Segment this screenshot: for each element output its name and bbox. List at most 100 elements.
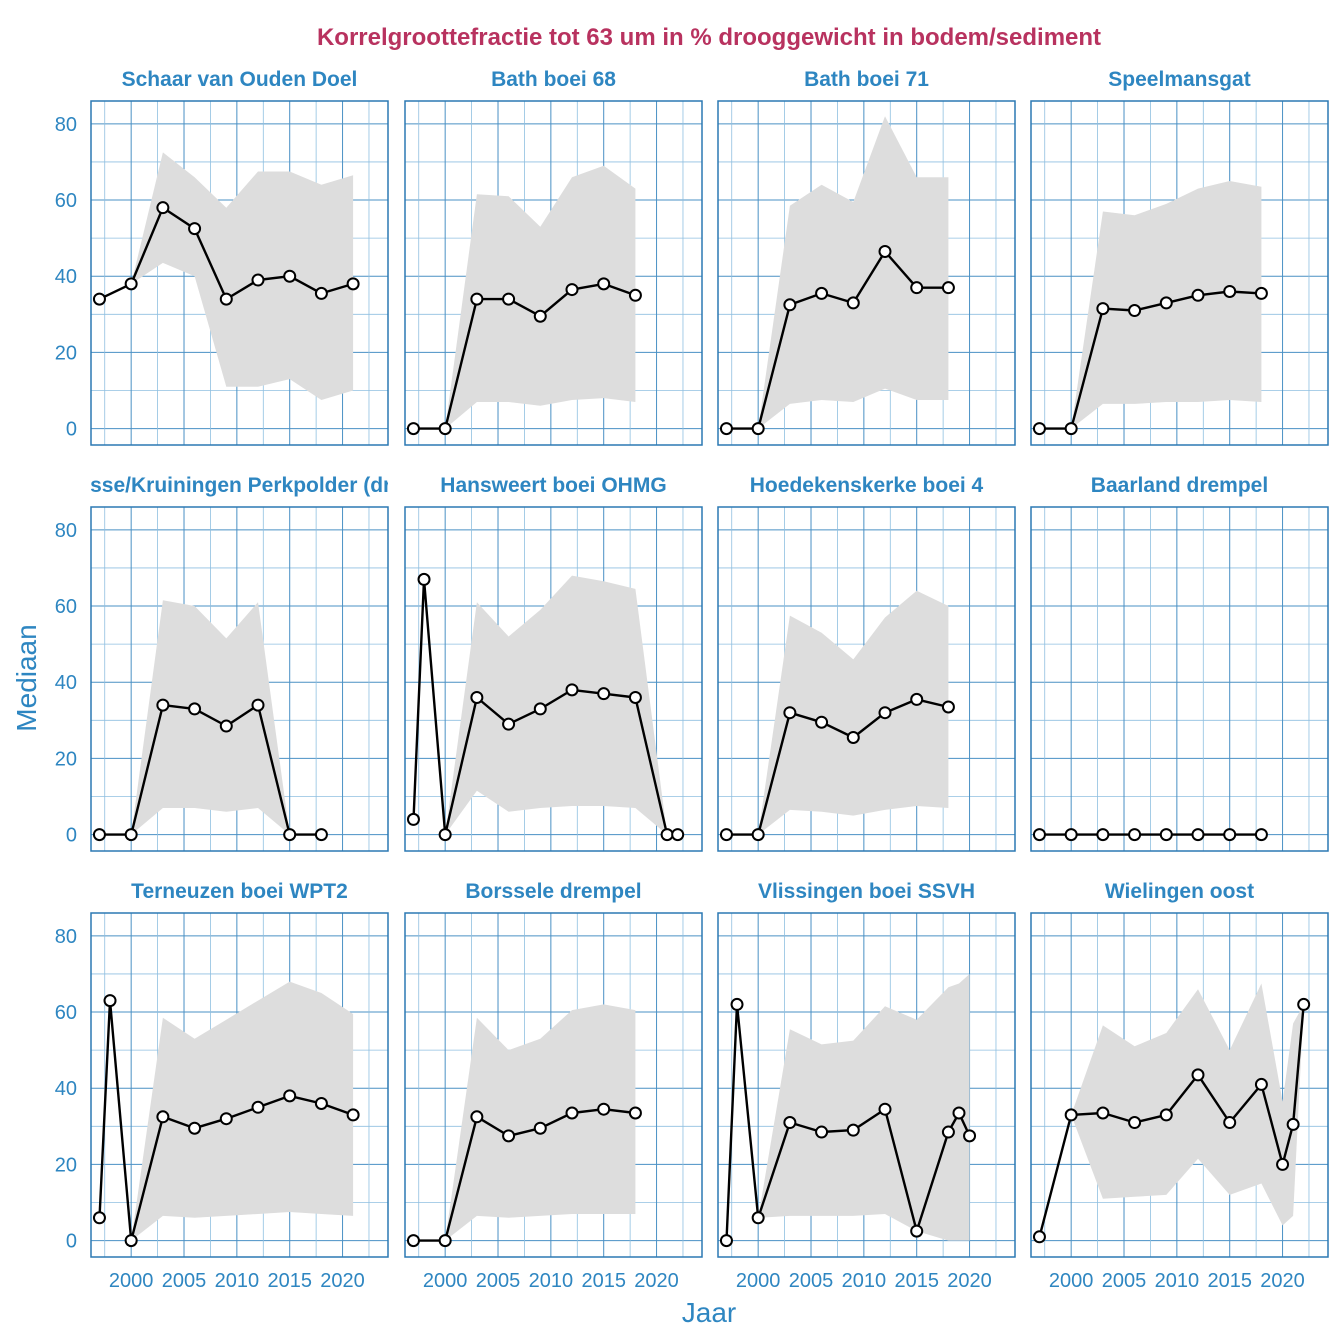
median-line: [726, 250, 949, 430]
data-point: [406, 422, 420, 436]
data-point: [910, 1224, 924, 1238]
data-point: [846, 296, 860, 310]
data-point: [283, 269, 297, 283]
x-tick-label: 2005: [1102, 1270, 1147, 1292]
x-tick-label: 2005: [476, 1270, 521, 1292]
data-point: [92, 292, 106, 306]
data-point: [719, 422, 733, 436]
x-tick-label: 2015: [894, 1270, 939, 1292]
data-point: [1032, 828, 1046, 842]
x-tick-label: 2010: [529, 1270, 574, 1292]
x-tick-label: 2020: [947, 1270, 992, 1292]
data-point: [417, 572, 431, 586]
data-point: [597, 277, 611, 291]
facet-panel: Bath boei 68: [404, 68, 703, 446]
data-point: [1254, 286, 1268, 300]
panel-border: [404, 506, 703, 852]
data-point: [92, 1211, 106, 1225]
panel-border: [90, 506, 389, 852]
data-point: [628, 690, 642, 704]
data-point: [730, 997, 744, 1011]
facet-panel: Ossenisse/Kruiningen Perkpolder (drempel…: [20, 474, 459, 852]
facet-panel: Hoedekenskerke boei 4: [717, 474, 1016, 852]
y-tick-label: 60: [55, 190, 77, 212]
range-ribbon: [445, 165, 636, 429]
y-tick-label: 40: [55, 1078, 77, 1100]
x-tick-label: 2005: [789, 1270, 834, 1292]
data-point: [283, 1089, 297, 1103]
data-point: [1254, 828, 1268, 842]
y-tick-label: 60: [55, 596, 77, 618]
data-point: [124, 1234, 138, 1248]
data-point: [1128, 828, 1142, 842]
data-point: [314, 828, 328, 842]
data-point: [502, 717, 516, 731]
data-point: [751, 422, 765, 436]
data-point: [846, 1123, 860, 1137]
data-point: [502, 1129, 516, 1143]
data-point: [671, 828, 685, 842]
facet-title: Bath boei 68: [491, 68, 616, 91]
data-point: [815, 286, 829, 300]
facet-panel: Vlissingen boei SSVH 2000 2005 2010 2015 2020: [717, 880, 1016, 1292]
data-point: [565, 1106, 579, 1120]
data-point: [219, 719, 233, 733]
panel-border: [90, 912, 389, 1258]
data-point: [470, 690, 484, 704]
facet-title: Vlissingen boei SSVH: [758, 880, 975, 903]
y-tick-label: 20: [55, 1154, 77, 1176]
data-point: [719, 828, 733, 842]
x-tick-label: 2005: [162, 1270, 207, 1292]
data-point: [719, 1234, 733, 1248]
facet-panels: Schaar van Ouden Doel 0 20 40 60 80 Bath boei …: [20, 68, 1329, 1292]
facet-title: Hansweert boei OHMG: [440, 474, 666, 497]
panel-border: [1030, 912, 1329, 1258]
y-tick-label: 20: [55, 342, 77, 364]
y-tick-label: 80: [55, 926, 77, 948]
facet-title: Wielingen oost: [1105, 880, 1254, 903]
facet-title: Speelmansgat: [1108, 68, 1250, 91]
range-ribbon: [131, 981, 354, 1241]
data-point: [878, 706, 892, 720]
data-point: [597, 1102, 611, 1116]
data-point: [502, 292, 516, 306]
facet-title: Ossenisse/Kruiningen Perkpolder (drempel…: [20, 474, 459, 497]
data-point: [628, 288, 642, 302]
data-point: [815, 715, 829, 729]
data-point: [251, 1100, 265, 1114]
data-point: [846, 730, 860, 744]
data-point: [952, 1106, 966, 1120]
median-line: [98, 999, 354, 1242]
data-point: [470, 1110, 484, 1124]
data-point: [156, 1110, 170, 1124]
data-point: [878, 1102, 892, 1116]
data-point: [188, 1121, 202, 1135]
range-ribbon: [131, 152, 354, 400]
data-point: [470, 292, 484, 306]
x-axis-label: Jaar: [682, 1297, 736, 1328]
y-tick-label: 80: [55, 114, 77, 136]
data-point: [219, 1112, 233, 1126]
data-point: [188, 702, 202, 716]
data-point: [438, 1234, 452, 1248]
y-tick-label: 0: [66, 419, 77, 441]
x-tick-label: 2015: [581, 1270, 626, 1292]
data-point: [1032, 1230, 1046, 1244]
data-point: [815, 1125, 829, 1139]
data-point: [1223, 284, 1237, 298]
data-point: [941, 700, 955, 714]
data-point: [1096, 302, 1110, 316]
data-point: [1064, 828, 1078, 842]
data-point: [1032, 422, 1046, 436]
panel-border: [717, 506, 1016, 852]
panel-border: [1030, 100, 1329, 446]
facet-panel: Wielingen oost 2000 2005 2010 2015 2020: [1030, 880, 1329, 1292]
data-point: [963, 1129, 977, 1143]
panel-border: [404, 912, 703, 1258]
y-tick-label: 60: [55, 1002, 77, 1024]
x-tick-label: 2010: [1155, 1270, 1200, 1292]
data-point: [92, 828, 106, 842]
data-point: [314, 286, 328, 300]
data-point: [251, 273, 265, 287]
